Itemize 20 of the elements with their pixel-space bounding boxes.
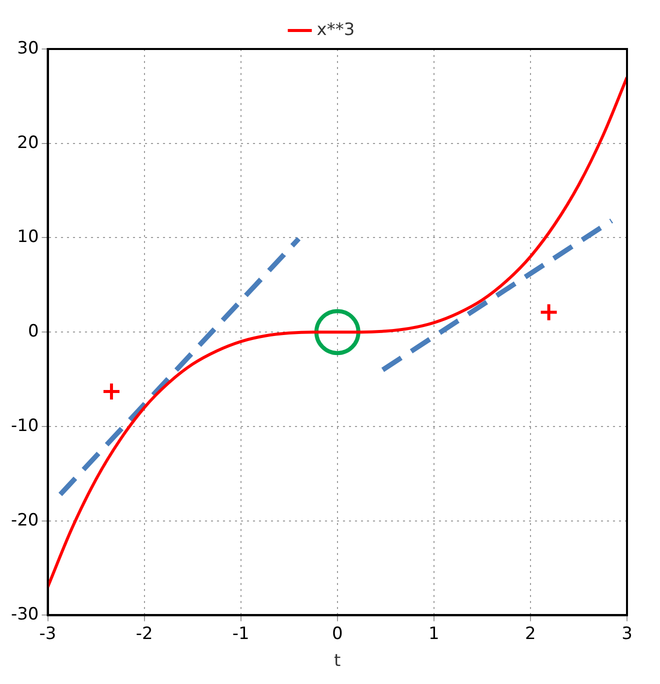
point — [102, 382, 121, 402]
y-tick-label: -20 — [10, 510, 39, 530]
point — [314, 309, 360, 356]
legend-label: x**3 — [316, 20, 355, 40]
y-tick-label: -10 — [10, 416, 39, 436]
x-tick-label: -3 — [39, 624, 56, 644]
y-tick-label: 0 — [28, 322, 39, 342]
y-tick-label: 30 — [17, 38, 39, 58]
y-tick-label: 20 — [17, 132, 39, 153]
x-tick-label: 0 — [332, 624, 343, 644]
y-tick-label: -30 — [10, 604, 39, 625]
point — [539, 302, 558, 322]
x-tick-label: -2 — [136, 624, 153, 644]
x-tick-label: -1 — [232, 624, 250, 644]
y-tick-label: 10 — [17, 227, 39, 248]
x-tick-label: 3 — [622, 624, 632, 644]
x-axis-title: t — [334, 651, 342, 672]
x-tick-label: 1 — [428, 624, 440, 644]
x-tick-label: 2 — [525, 624, 536, 644]
line-series — [48, 76, 627, 588]
